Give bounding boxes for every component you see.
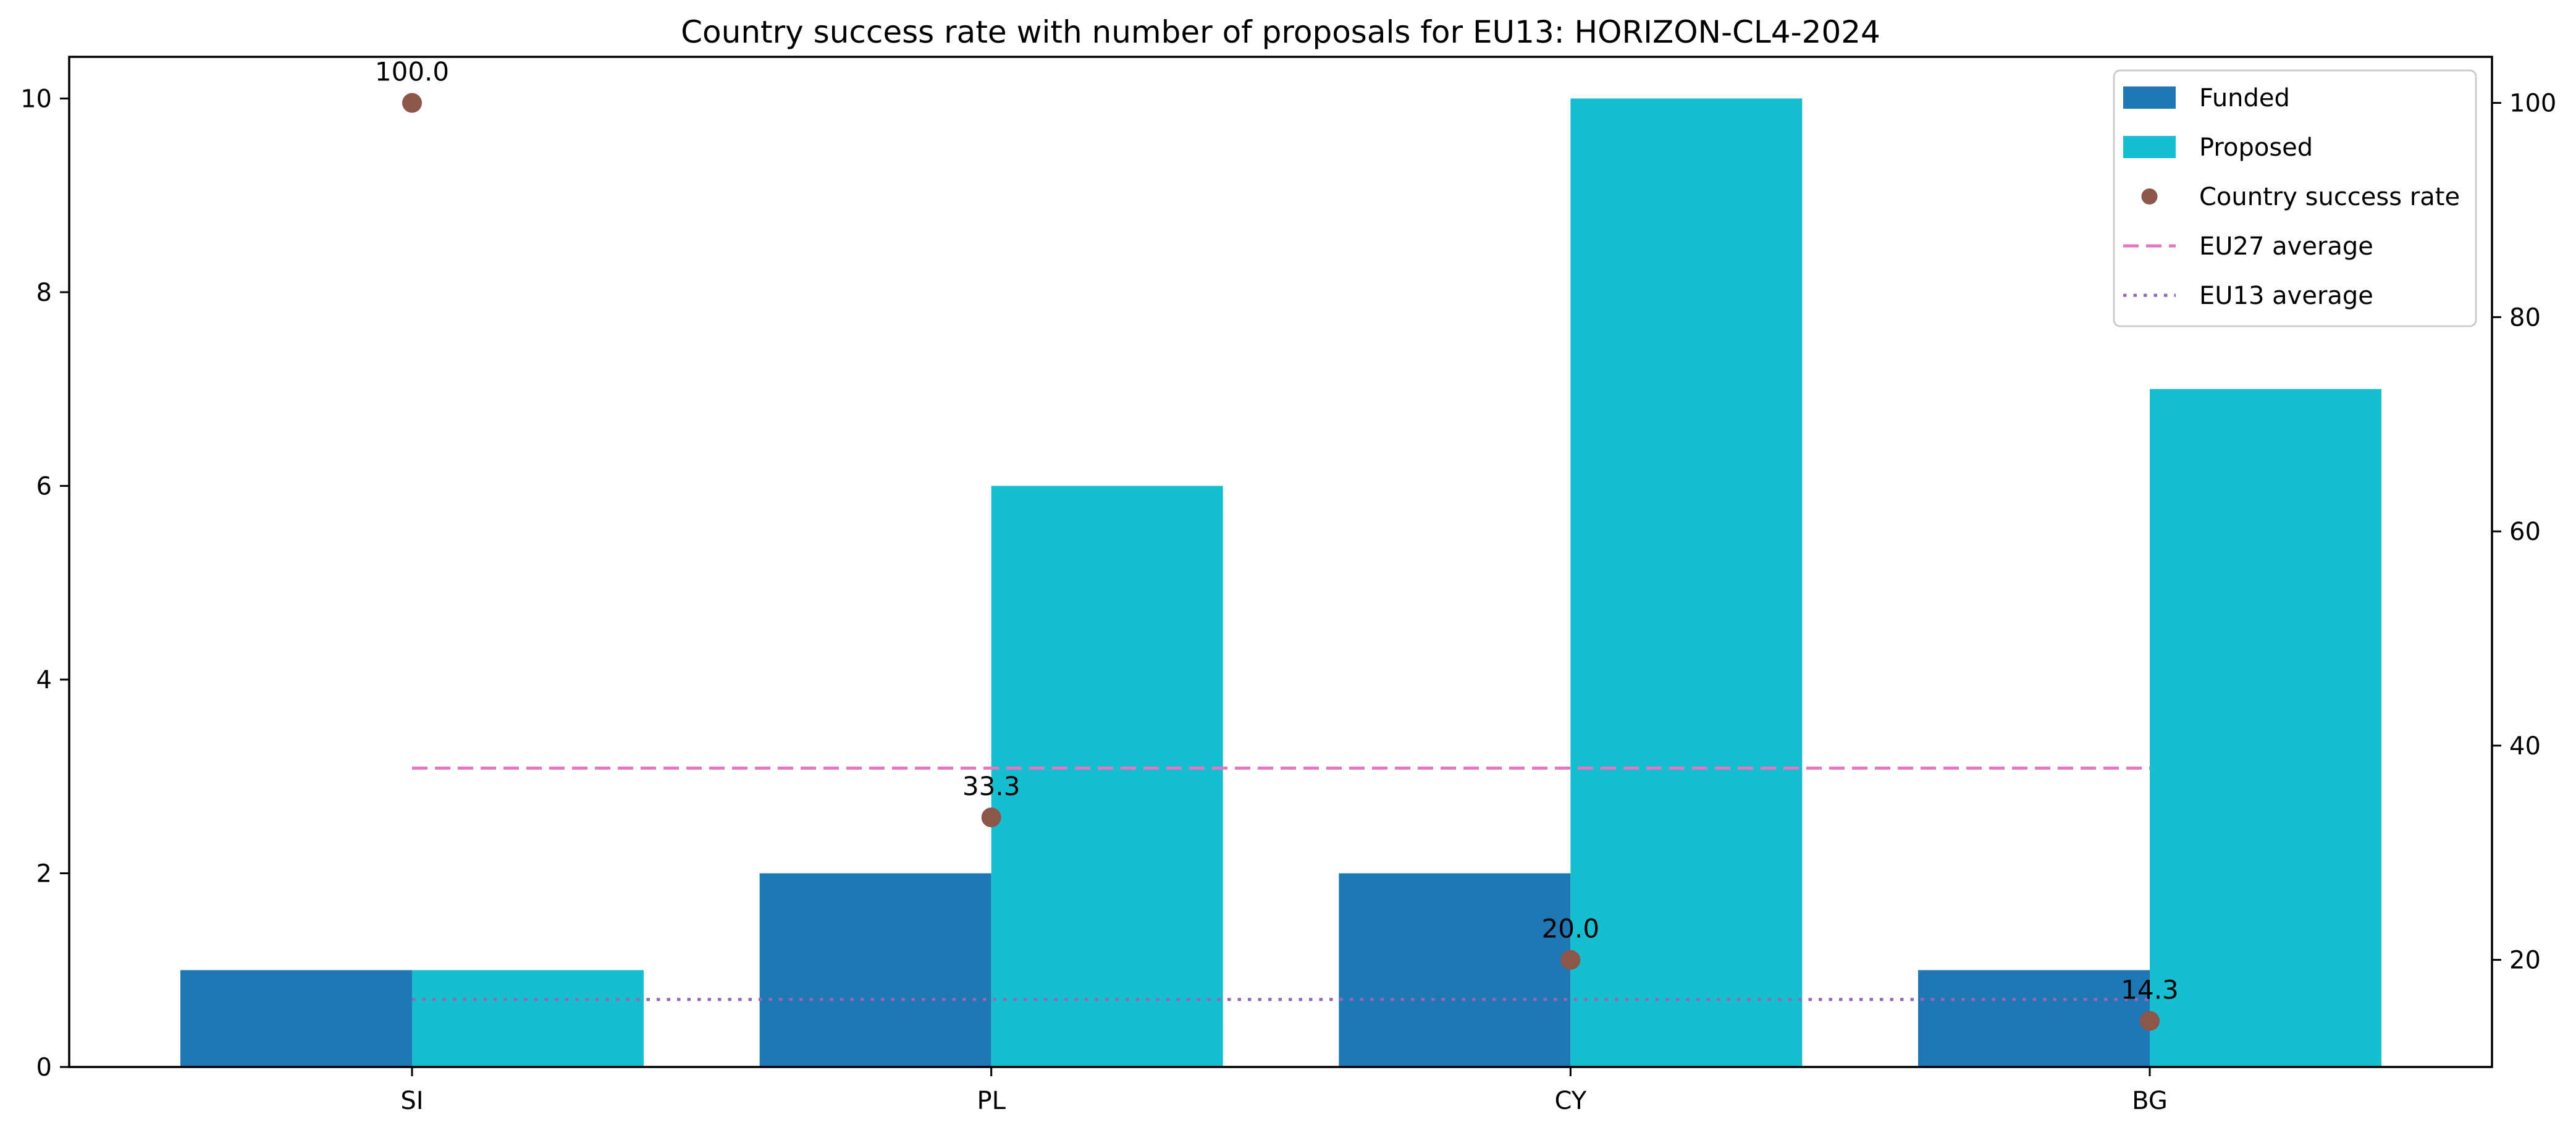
bar-proposed-BG bbox=[2150, 389, 2382, 1067]
success-rate-dot-BG bbox=[2140, 1011, 2160, 1031]
right-tick-label: 100 bbox=[2509, 90, 2556, 118]
plot-border bbox=[68, 56, 2493, 1068]
right-tick-label: 40 bbox=[2509, 732, 2541, 761]
bar-funded-BG bbox=[1918, 970, 2150, 1067]
legend-label: EU27 average bbox=[2199, 232, 2373, 261]
bar-proposed-CY bbox=[1570, 98, 1803, 1068]
bar-funded-CY bbox=[1339, 873, 1571, 1067]
x-tick-label-PL: PL bbox=[977, 1087, 1006, 1115]
bar-funded-SI bbox=[180, 970, 412, 1067]
legend-label: Funded bbox=[2199, 84, 2290, 112]
success-rate-label-PL: 33.3 bbox=[962, 771, 1021, 801]
success-rate-label-CY: 20.0 bbox=[1542, 914, 1600, 944]
chart-title: Country success rate with number of prop… bbox=[681, 14, 1880, 50]
bar-proposed-SI bbox=[412, 970, 644, 1067]
success-rate-label-SI: 100.0 bbox=[375, 57, 449, 87]
x-tick-label-BG: BG bbox=[2132, 1087, 2168, 1115]
legend-dot-success-rate bbox=[2141, 188, 2158, 204]
legend-label: Proposed bbox=[2199, 133, 2313, 162]
legend-box bbox=[2113, 69, 2477, 327]
legend-swatch-proposed bbox=[2123, 136, 2176, 158]
legend-label: Country success rate bbox=[2199, 183, 2460, 211]
x-tick-label-SI: SI bbox=[400, 1087, 423, 1115]
success-rate-label-BG: 14.3 bbox=[2121, 974, 2179, 1005]
left-tick-label: 6 bbox=[36, 472, 52, 500]
right-tick-label: 60 bbox=[2509, 518, 2541, 546]
success-rate-dots: 100.0 33.3 20.0 14.3 bbox=[375, 57, 2179, 1031]
legend-label: EU13 average bbox=[2199, 282, 2373, 310]
legend-swatch-funded bbox=[2123, 86, 2176, 109]
left-tick-label: 8 bbox=[36, 279, 52, 307]
legend-row-eu27-average: EU27 average bbox=[2123, 232, 2373, 261]
left-tick-label: 0 bbox=[36, 1053, 52, 1082]
right-axis: 20 40 60 80 100 bbox=[2492, 90, 2556, 975]
x-axis: SI PL CY BG bbox=[400, 1067, 2168, 1115]
success-rate-dot-CY bbox=[1560, 950, 1581, 970]
legend-row-country-success-rate: Country success rate bbox=[2141, 183, 2460, 211]
left-tick-label: 10 bbox=[20, 85, 52, 113]
success-rate-dot-SI bbox=[402, 93, 422, 113]
legend-row-funded: Funded bbox=[2123, 84, 2290, 112]
success-rate-dot-PL bbox=[981, 807, 1001, 828]
legend: Funded Proposed Country success rate EU27 a… bbox=[2113, 69, 2477, 327]
bar-proposed-PL bbox=[991, 486, 1223, 1067]
left-tick-label: 4 bbox=[36, 666, 52, 694]
plot-box bbox=[68, 56, 2493, 1068]
legend-row-proposed: Proposed bbox=[2123, 133, 2313, 162]
x-tick-label-CY: CY bbox=[1555, 1087, 1587, 1115]
proposed-bars bbox=[412, 98, 2382, 1068]
funded-bars bbox=[180, 873, 2150, 1067]
legend-row-eu13-average: EU13 average bbox=[2123, 282, 2373, 310]
left-tick-label: 2 bbox=[36, 859, 52, 888]
bar-funded-PL bbox=[759, 873, 991, 1067]
right-tick-label: 20 bbox=[2509, 947, 2541, 975]
left-axis: 0 2 4 6 8 10 bbox=[20, 85, 69, 1082]
right-tick-label: 80 bbox=[2509, 303, 2541, 332]
